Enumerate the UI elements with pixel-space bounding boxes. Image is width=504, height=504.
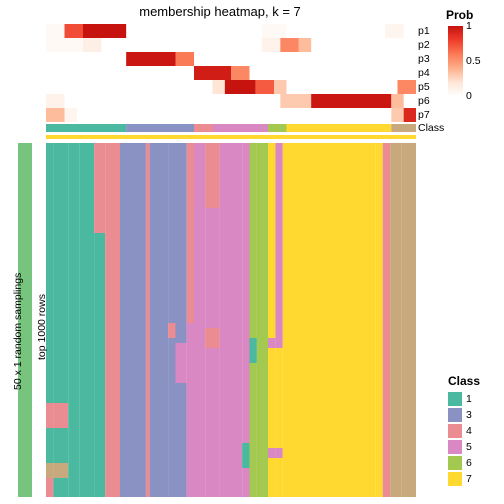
row-label: p2: [418, 39, 430, 51]
row-label: p3: [418, 53, 430, 65]
class-legend-item: 1: [448, 392, 472, 406]
class-legend-label: 4: [466, 425, 472, 437]
class-legend-label: 5: [466, 441, 472, 453]
prob-legend-tick: 0.5: [466, 55, 481, 67]
class-legend-swatch: [448, 440, 462, 454]
class-legend-swatch: [448, 408, 462, 422]
prob-legend-tick: 1: [466, 20, 472, 32]
class-legend-label: 3: [466, 409, 472, 421]
row-label-class: Class: [418, 122, 444, 134]
class-legend-swatch: [448, 424, 462, 438]
class-legend-label: 1: [466, 393, 472, 405]
class-legend-item: 6: [448, 456, 472, 470]
toprows-axis-label: top 1000 rows: [36, 294, 48, 360]
class-legend-title: Class: [448, 374, 480, 388]
class-legend-item: 5: [448, 440, 472, 454]
class-legend-item: 3: [448, 408, 472, 422]
prob-legend-tick: 0: [466, 90, 472, 102]
row-label: p6: [418, 95, 430, 107]
row-label: p4: [418, 67, 430, 79]
class-legend-item: 4: [448, 424, 472, 438]
row-label: p7: [418, 109, 430, 121]
row-label: p5: [418, 81, 430, 93]
row-label: p1: [418, 25, 430, 37]
class-legend-swatch: [448, 456, 462, 470]
sampling-axis-label: 50 x 1 random samplings: [12, 273, 24, 390]
class-legend-swatch: [448, 472, 462, 486]
class-legend-label: 6: [466, 457, 472, 469]
class-legend-item: 7: [448, 472, 472, 486]
class-legend-swatch: [448, 392, 462, 406]
class-legend-label: 7: [466, 473, 472, 485]
